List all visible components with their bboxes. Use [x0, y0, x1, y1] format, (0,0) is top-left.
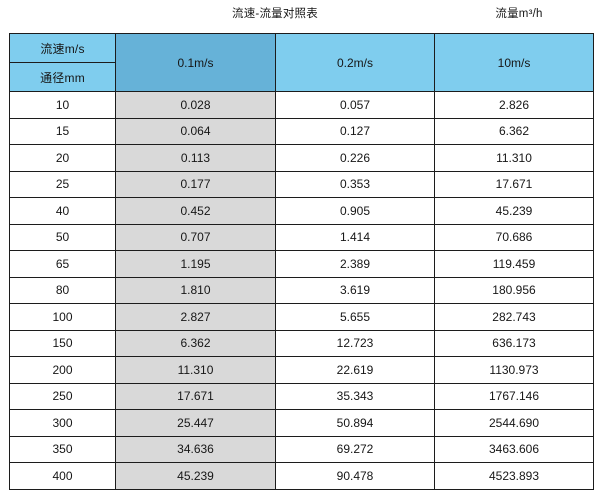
cell-value-1: 1.414	[275, 223, 435, 251]
cell-value-1: 22.619	[275, 356, 435, 384]
cell-value-1: 69.272	[275, 435, 435, 463]
cell-diameter: 50	[9, 223, 116, 251]
cell-value-2: 17.671	[434, 170, 594, 198]
cell-value-2: 180.956	[434, 276, 594, 304]
cell-value-0: 0.177	[115, 170, 276, 198]
cell-value-0: 0.452	[115, 197, 276, 225]
cell-value-1: 90.478	[275, 462, 435, 490]
cell-value-1: 5.655	[275, 303, 435, 331]
cell-diameter: 15	[9, 117, 116, 145]
table-row: 65 1.195 2.389 119.459	[9, 250, 594, 278]
cell-diameter: 400	[9, 462, 116, 490]
cell-value-1: 3.619	[275, 276, 435, 304]
cell-value-1: 50.894	[275, 409, 435, 437]
cell-value-2: 2.826	[434, 91, 594, 119]
cell-diameter: 200	[9, 356, 116, 384]
header-row-diameter: 通径mm	[9, 62, 594, 92]
table-row: 10 0.028 0.057 2.826	[9, 91, 594, 119]
cell-value-1: 2.389	[275, 250, 435, 278]
table-row: 300 25.447 50.894 2544.690	[9, 409, 594, 437]
cell-diameter: 300	[9, 409, 116, 437]
cell-value-0: 0.028	[115, 91, 276, 119]
cell-value-0: 0.707	[115, 223, 276, 251]
cell-value-1: 12.723	[275, 329, 435, 357]
cell-value-0: 1.810	[115, 276, 276, 304]
caption-strip: 流速-流量对照表 流量m³/h	[0, 0, 600, 33]
table-row: 80 1.810 3.619 180.956	[9, 276, 594, 304]
table-row: 40 0.452 0.905 45.239	[9, 197, 594, 225]
cell-value-0: 6.362	[115, 329, 276, 357]
cell-diameter: 250	[9, 382, 116, 410]
cell-value-0: 2.827	[115, 303, 276, 331]
table-row: 25 0.177 0.353 17.671	[9, 170, 594, 198]
corner-header-velocity: 流速m/s	[9, 33, 116, 63]
cell-diameter: 65	[9, 250, 116, 278]
header-row-velocity: 流速m/s 0.1m/s 0.2m/s 10m/s	[9, 33, 594, 92]
cell-value-2: 70.686	[434, 223, 594, 251]
cell-diameter: 40	[9, 197, 116, 225]
cell-value-2: 45.239	[434, 197, 594, 225]
cell-diameter: 100	[9, 303, 116, 331]
cell-value-1: 0.226	[275, 144, 435, 172]
cell-value-2: 1130.973	[434, 356, 594, 384]
cell-diameter: 150	[9, 329, 116, 357]
table-container: 流速m/s 0.1m/s 0.2m/s 10m/s 通径mm 10 0.028 …	[9, 33, 594, 490]
cell-diameter: 80	[9, 276, 116, 304]
table-row: 100 2.827 5.655 282.743	[9, 303, 594, 331]
table-title: 流速-流量对照表	[232, 8, 318, 20]
cell-value-0: 1.195	[115, 250, 276, 278]
table-row: 50 0.707 1.414 70.686	[9, 223, 594, 251]
column-header-0: 0.1m/s	[115, 33, 276, 92]
cell-value-1: 0.353	[275, 170, 435, 198]
cell-value-1: 0.905	[275, 197, 435, 225]
cell-value-2: 636.173	[434, 329, 594, 357]
cell-value-0: 17.671	[115, 382, 276, 410]
table-row: 200 11.310 22.619 1130.973	[9, 356, 594, 384]
cell-value-2: 6.362	[434, 117, 594, 145]
cell-value-1: 0.057	[275, 91, 435, 119]
cell-value-2: 282.743	[434, 303, 594, 331]
cell-diameter: 20	[9, 144, 116, 172]
column-header-2: 10m/s	[434, 33, 594, 92]
table-row: 250 17.671 35.343 1767.146	[9, 382, 594, 410]
cell-value-0: 25.447	[115, 409, 276, 437]
cell-value-2: 3463.606	[434, 435, 594, 463]
column-header-1: 0.2m/s	[275, 33, 435, 92]
cell-value-1: 35.343	[275, 382, 435, 410]
cell-value-0: 0.113	[115, 144, 276, 172]
flow-rate-table: 流速m/s 0.1m/s 0.2m/s 10m/s 通径mm 10 0.028 …	[9, 33, 594, 490]
cell-diameter: 10	[9, 91, 116, 119]
table-row: 350 34.636 69.272 3463.606	[9, 435, 594, 463]
cell-value-0: 11.310	[115, 356, 276, 384]
cell-diameter: 25	[9, 170, 116, 198]
table-row: 20 0.113 0.226 11.310	[9, 144, 594, 172]
cell-diameter: 350	[9, 435, 116, 463]
cell-value-0: 45.239	[115, 462, 276, 490]
cell-value-2: 119.459	[434, 250, 594, 278]
flow-unit-label: 流量m³/h	[495, 8, 543, 20]
table-body: 流速m/s 0.1m/s 0.2m/s 10m/s 通径mm 10 0.028 …	[9, 33, 594, 490]
table-row: 15 0.064 0.127 6.362	[9, 117, 594, 145]
cell-value-1: 0.127	[275, 117, 435, 145]
table-row: 400 45.239 90.478 4523.893	[9, 462, 594, 490]
corner-header-diameter: 通径mm	[9, 62, 116, 92]
table-row: 150 6.362 12.723 636.173	[9, 329, 594, 357]
cell-value-2: 2544.690	[434, 409, 594, 437]
cell-value-2: 1767.146	[434, 382, 594, 410]
cell-value-0: 0.064	[115, 117, 276, 145]
cell-value-0: 34.636	[115, 435, 276, 463]
cell-value-2: 11.310	[434, 144, 594, 172]
cell-value-2: 4523.893	[434, 462, 594, 490]
